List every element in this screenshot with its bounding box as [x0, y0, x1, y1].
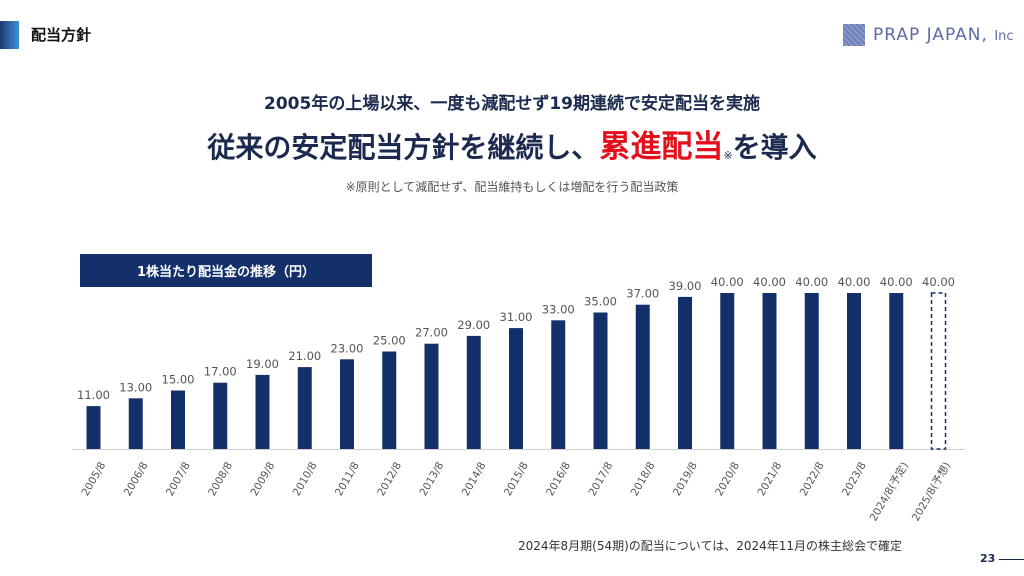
page-number-line [999, 559, 1024, 560]
bar-value-label: 33.00 [542, 302, 575, 316]
bar [424, 343, 439, 449]
headline-main: 従来の安定配当方針を継続し、累進配当※を導入 [0, 121, 1024, 166]
x-tick-label: 2011/8 [333, 460, 362, 498]
x-tick-label: 2018/8 [629, 460, 658, 498]
x-tick-label: 2025/8(予想) [909, 460, 953, 524]
bar-value-label: 21.00 [288, 349, 321, 363]
bar [804, 293, 819, 449]
bar [509, 328, 523, 449]
x-tick-label: 2012/8 [375, 460, 404, 498]
bar [551, 320, 566, 449]
bar [171, 390, 185, 449]
bar [86, 406, 101, 449]
page-number: 23 [980, 552, 996, 565]
headline-subtitle: 2005年の上場以来、一度も減配せず19期連続で安定配当を実施 [264, 94, 760, 114]
bar [466, 335, 481, 449]
x-tick-label: 2019/8 [671, 460, 700, 498]
logo-text: PRAP JAPAN, Inc [873, 25, 1014, 45]
x-tick-label: 2024/8(予定) [867, 460, 911, 524]
x-tick-label: 2023/8 [840, 460, 869, 498]
bar-value-label: 17.00 [204, 365, 237, 379]
bar [382, 351, 397, 449]
x-tick-label: 2021/8 [755, 460, 784, 498]
bar-value-label: 40.00 [880, 275, 913, 289]
bar [297, 367, 312, 449]
bar-value-label: 37.00 [626, 287, 659, 301]
policy-note: ※原則として減配せず、配当維持もしくは増配を行う配当政策 [345, 180, 679, 194]
bar [213, 382, 228, 449]
x-tick-label: 2013/8 [417, 460, 446, 498]
bar [678, 296, 692, 449]
bar [340, 359, 354, 449]
bar-value-label: 35.00 [584, 295, 617, 309]
bar-forecast [930, 292, 947, 450]
company-logo: PRAP JAPAN, Inc [843, 22, 1014, 48]
bar [255, 374, 270, 449]
x-tick-label: 2007/8 [164, 460, 193, 498]
bar [720, 293, 735, 449]
bar-value-label: 25.00 [373, 334, 406, 348]
bar [635, 304, 650, 449]
x-tick-label: 2022/8 [798, 460, 827, 498]
bar-value-label: 15.00 [162, 373, 195, 387]
bar-value-label: 40.00 [922, 275, 955, 289]
bar-value-label: 39.00 [669, 279, 702, 293]
chart-label-box: 1株当たり配当金の推移（円） [80, 254, 372, 287]
x-tick-label: 2010/8 [291, 460, 320, 498]
logo-mark-icon [843, 24, 865, 46]
bar-value-label: 19.00 [246, 357, 279, 371]
bar-value-label: 13.00 [119, 380, 152, 394]
bar-value-label: 31.00 [500, 310, 533, 324]
bar [593, 312, 608, 449]
bar-value-label: 40.00 [838, 275, 871, 289]
headline-note-mark: ※ [723, 149, 733, 162]
bar-value-label: 23.00 [331, 341, 364, 355]
bar-value-label: 27.00 [415, 326, 448, 340]
x-tick-label: 2009/8 [248, 460, 277, 498]
header-accent-bar [0, 21, 19, 49]
x-tick-label: 2016/8 [544, 460, 573, 498]
bar [128, 398, 143, 449]
bar-value-label: 40.00 [753, 275, 786, 289]
x-tick-label: 2005/8 [79, 460, 108, 498]
x-tick-label: 2014/8 [460, 460, 489, 498]
headline-highlight: 累進配当 [599, 129, 724, 165]
bar-value-label: 29.00 [457, 318, 490, 332]
x-tick-label: 2017/8 [586, 460, 615, 498]
headline-main-prefix: 従来の安定配当方針を継続し、 [207, 131, 600, 164]
bar-value-label: 40.00 [711, 275, 744, 289]
x-tick-label: 2006/8 [122, 460, 151, 498]
section-title: 配当方針 [31, 26, 92, 44]
x-tick-label: 2008/8 [206, 460, 235, 498]
headline-main-suffix: を導入 [732, 131, 817, 164]
bar [889, 293, 904, 449]
bar [762, 293, 777, 449]
bar [847, 293, 861, 449]
x-tick-label: 2015/8 [502, 460, 531, 498]
bar-value-label: 11.00 [77, 388, 110, 402]
footnote: 2024年8月期(54期)の配当については、2024年11月の株主総会で確定 [518, 539, 903, 553]
bar-value-label: 40.00 [795, 275, 828, 289]
x-tick-label: 2020/8 [713, 460, 742, 498]
